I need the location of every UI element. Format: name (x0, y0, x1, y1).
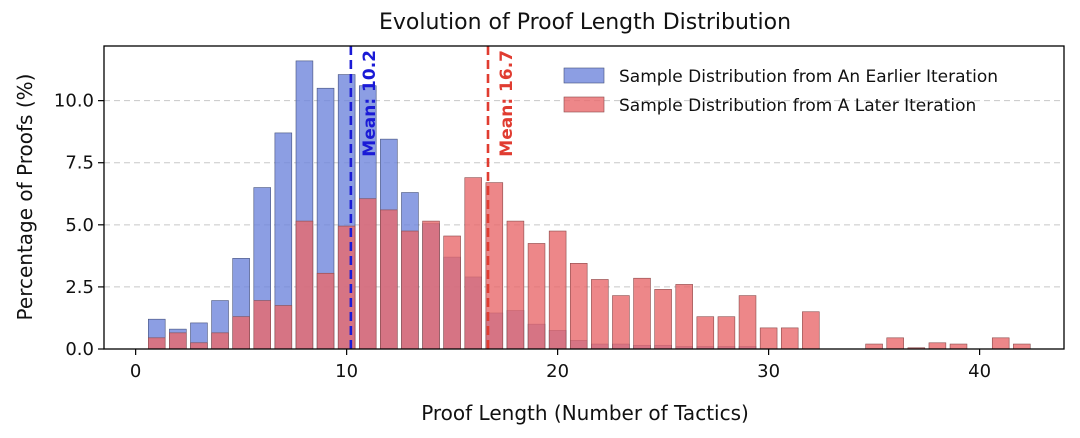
bar-later-iteration (1013, 343, 1031, 350)
bar-later-iteration (865, 343, 883, 350)
bar-later-iteration (991, 337, 1010, 350)
y-axis-label: Percentage of Proofs (%) (13, 74, 37, 321)
bar-later-iteration (886, 337, 904, 350)
bar-later-iteration (949, 343, 968, 350)
x-tick-label: 0 (130, 361, 141, 382)
bar-later-iteration (675, 284, 693, 350)
bar-later-iteration (506, 220, 525, 350)
legend-swatch-later (563, 96, 605, 113)
mean-label-earlier: Mean: 10.2 (360, 50, 380, 157)
bar-later-iteration (780, 327, 799, 350)
bar-later-iteration (253, 300, 271, 350)
bar-later-iteration (802, 311, 820, 350)
bar-later-iteration (337, 225, 356, 350)
bar-later-iteration (211, 332, 229, 350)
bar-later-iteration (443, 235, 461, 350)
y-tick-label: 0.0 (65, 339, 94, 360)
bar-later-iteration (358, 198, 377, 350)
chart-title: Evolution of Proof Length Distribution (379, 10, 791, 35)
mean-lines: Mean: 10.2 Mean: 16.7 (349, 46, 517, 349)
bar-later-iteration (401, 230, 419, 350)
bar-later-iteration (633, 277, 651, 350)
legend: Sample Distribution from An Earlier Iter… (563, 67, 998, 116)
bar-later-iteration (759, 327, 778, 350)
bar-later-iteration (548, 230, 567, 350)
bar-later-iteration (591, 279, 609, 350)
bar-later-iteration (464, 177, 482, 350)
y-tick-label: 7.5 (65, 153, 94, 174)
bar-later-iteration (569, 263, 588, 350)
y-tick-label: 2.5 (65, 277, 94, 298)
bar-later-iteration (717, 316, 736, 350)
bar-later-iteration (232, 316, 250, 350)
bar-later-iteration (148, 337, 166, 350)
bar-later-iteration (422, 220, 440, 350)
bars-layer (148, 60, 1031, 350)
axis-ticks: 0.0 2.5 5.0 7.5 10.0 0 10 20 30 40 (54, 91, 991, 382)
bar-later-iteration (380, 209, 398, 350)
bar-later-iteration (169, 332, 187, 350)
x-axis-label: Proof Length (Number of Tactics) (421, 401, 749, 425)
y-tick-label: 10.0 (54, 91, 94, 112)
bar-later-iteration (316, 272, 335, 350)
x-tick-label: 20 (546, 361, 569, 382)
legend-label-later: Sample Distribution from A Later Iterati… (619, 96, 976, 116)
y-tick-label: 5.0 (65, 215, 94, 236)
bar-later-iteration (295, 220, 314, 350)
x-tick-label: 10 (335, 361, 358, 382)
bar-later-iteration (654, 289, 672, 350)
bar-later-iteration (612, 295, 630, 350)
x-tick-label: 30 (757, 361, 780, 382)
bar-later-iteration (928, 342, 947, 350)
bar-later-iteration (738, 295, 757, 350)
legend-swatch-earlier (563, 67, 605, 84)
bar-later-iteration (190, 342, 208, 350)
legend-label-earlier: Sample Distribution from An Earlier Iter… (619, 67, 998, 87)
mean-label-later: Mean: 16.7 (497, 50, 517, 157)
x-tick-label: 40 (968, 361, 991, 382)
plot-frame (103, 45, 1065, 350)
bar-later-iteration (696, 316, 715, 350)
bar-later-iteration (274, 305, 293, 350)
bar-later-iteration (527, 243, 546, 350)
